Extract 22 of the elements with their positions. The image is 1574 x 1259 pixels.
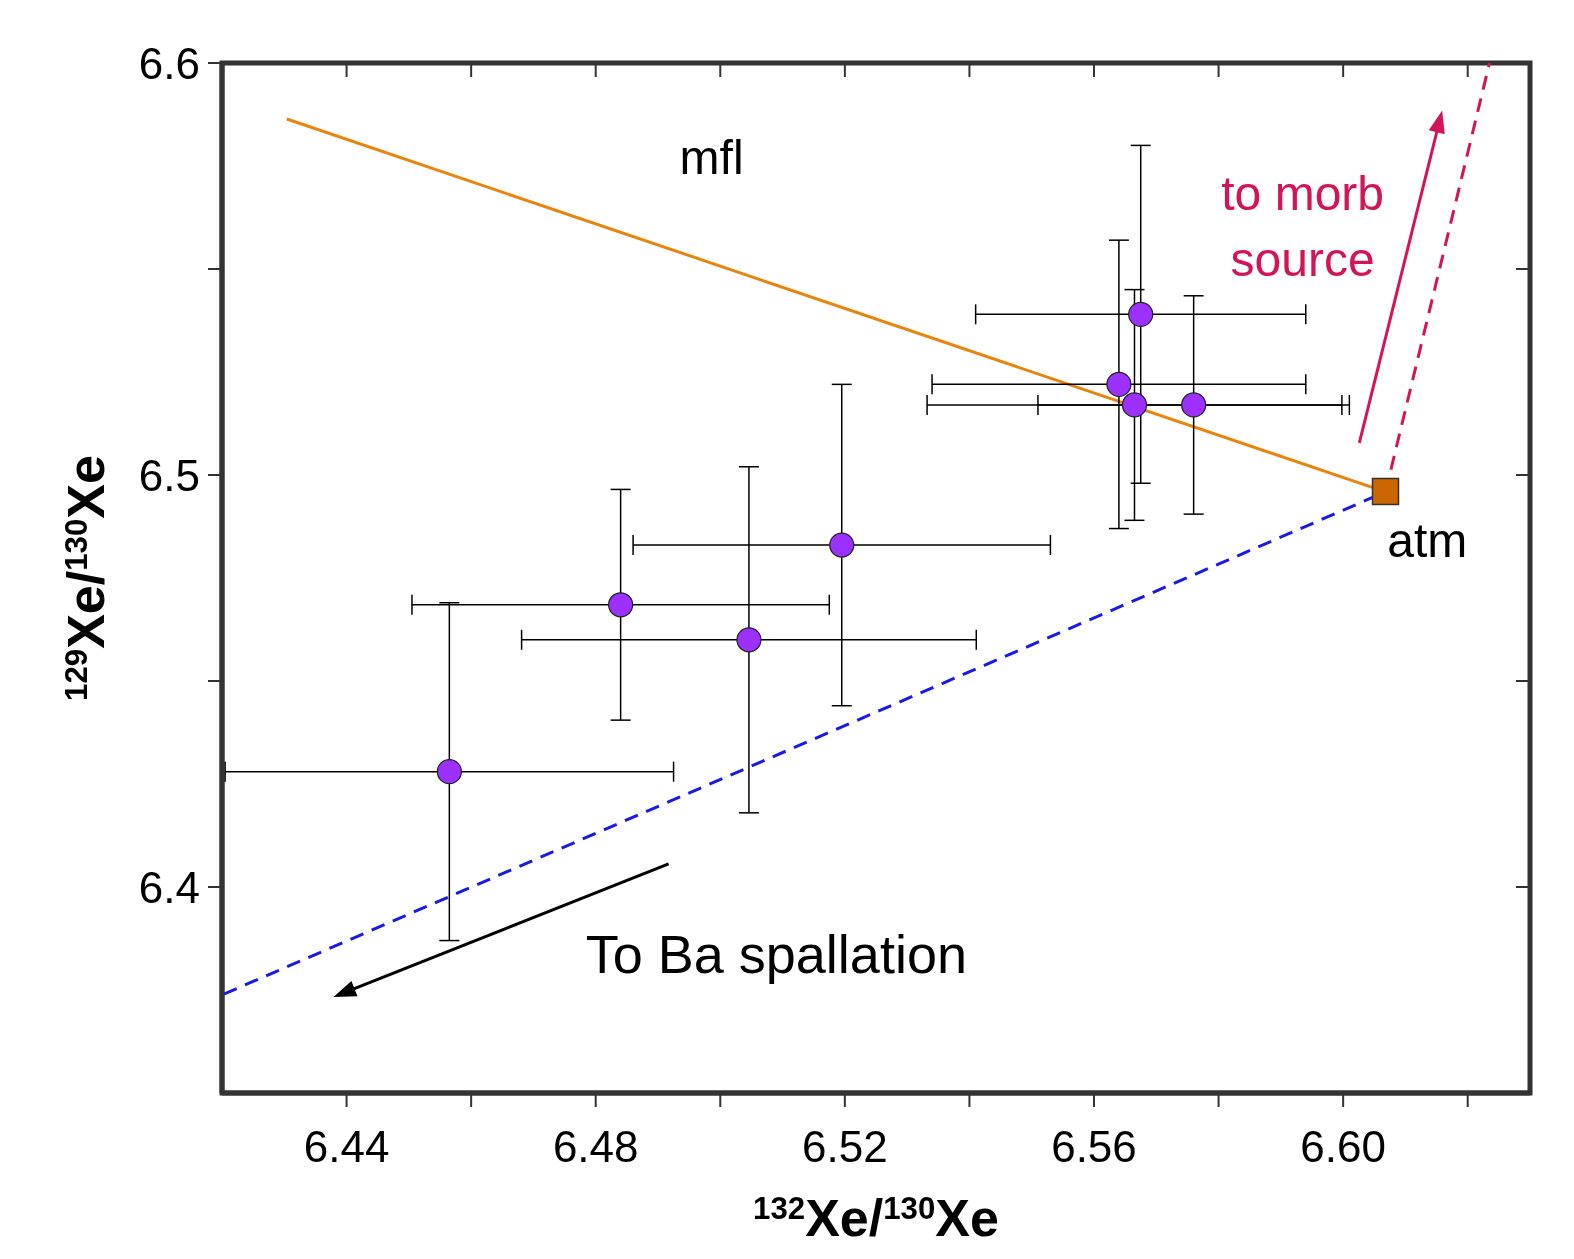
y-tick-label: 6.5 xyxy=(138,450,200,500)
x-tick-label: 6.56 xyxy=(1051,1122,1137,1172)
point xyxy=(1121,392,1148,418)
point xyxy=(1106,371,1132,397)
annotation: to morb source xyxy=(1221,166,1385,286)
annotation: To Ba spallation xyxy=(585,924,967,985)
point xyxy=(436,759,462,785)
x-tick-label: 6.44 xyxy=(303,1122,390,1172)
point xyxy=(608,592,634,618)
y-tick-label: 6.6 xyxy=(138,38,200,88)
point xyxy=(1128,301,1154,327)
annotation: mfl xyxy=(679,130,744,184)
point xyxy=(829,532,855,558)
point xyxy=(1371,477,1400,506)
y-tick-label: 6.4 xyxy=(138,862,200,912)
x-tick-label: 6.60 xyxy=(1300,1122,1386,1172)
x-tick-label: 6.48 xyxy=(552,1122,639,1172)
annotation: atm xyxy=(1387,513,1468,567)
x-axis-title: $^{132}$Xe/$^{130}$Xe xyxy=(753,1189,999,1247)
point xyxy=(1181,392,1207,418)
x-tick-label: 6.52 xyxy=(802,1122,888,1172)
point xyxy=(736,627,762,653)
